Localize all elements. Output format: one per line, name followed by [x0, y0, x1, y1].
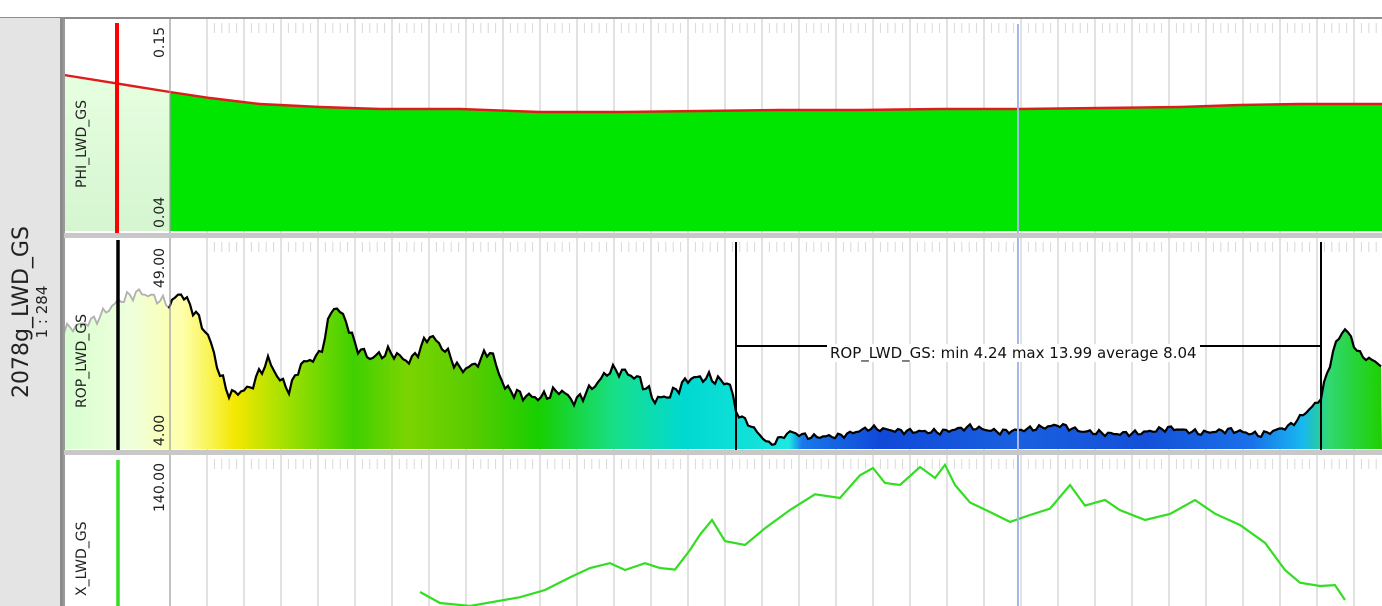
x-track-label: X_LWD_GS: [74, 521, 90, 596]
phi-scale-min: 0.04: [152, 197, 168, 228]
x-curve: [419, 462, 1346, 606]
phi-track-label: PHI_LWD_GS: [74, 100, 90, 188]
rop-curve: [167, 293, 1382, 447]
phi-curve: [63, 73, 1382, 114]
track-separator-1: [64, 233, 1382, 238]
phi-scale-max: 0.15: [152, 27, 168, 58]
x-track-bg: [64, 455, 1382, 606]
x-scale-max: 140.00: [152, 463, 168, 512]
well-panel[interactable]: 2078g_LWD_GS 1 : 284: [0, 18, 63, 606]
x-grid: [206, 455, 1377, 606]
track-separator-2: [64, 450, 1382, 455]
rop-scale-min: 4.00: [152, 415, 168, 446]
rop-fill-area: [64, 289, 1382, 449]
rop-scale-max: 49.00: [152, 248, 168, 288]
phi-fill-area: [170, 92, 1382, 231]
header-divider: [0, 17, 1382, 19]
rop-stats-annotation: ROP_LWD_GS: min 4.24 max 13.99 average 8…: [827, 344, 1200, 362]
rop-track-label: ROP_LWD_GS: [74, 314, 90, 408]
